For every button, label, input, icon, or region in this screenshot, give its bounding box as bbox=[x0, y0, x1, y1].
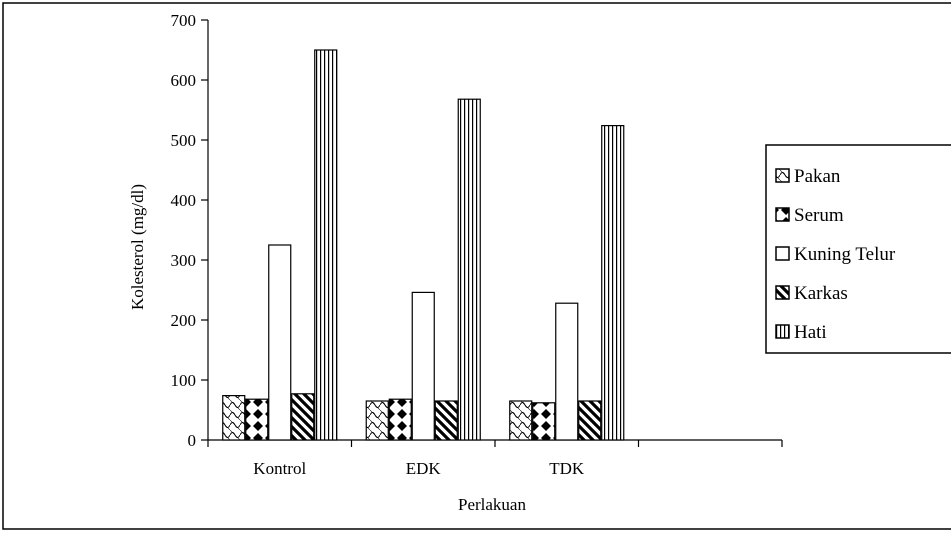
y-tick-label: 400 bbox=[171, 191, 197, 210]
y-axis-title: Kolesterol (mg/dl) bbox=[128, 184, 147, 310]
legend-swatch bbox=[775, 246, 790, 261]
bar-pakan bbox=[365, 400, 389, 441]
bar-kuning-telur bbox=[411, 291, 435, 441]
y-tick-label: 100 bbox=[171, 371, 197, 390]
y-tick-label: 200 bbox=[171, 311, 197, 330]
x-tick-label: Kontrol bbox=[253, 459, 306, 478]
legend-swatch bbox=[775, 207, 790, 222]
x-tick-label: TDK bbox=[549, 459, 585, 478]
bar-serum bbox=[245, 398, 269, 441]
legend-label: Karkas bbox=[794, 283, 848, 304]
y-tick-label: 0 bbox=[188, 431, 197, 450]
legend-label: Kuning Telur bbox=[794, 244, 896, 265]
bar-serum bbox=[388, 398, 412, 441]
x-tick-label: EDK bbox=[406, 459, 442, 478]
legend-swatch bbox=[775, 285, 790, 300]
bar-pakan bbox=[509, 400, 533, 441]
bar-serum bbox=[532, 402, 556, 441]
bar-karkas bbox=[291, 393, 315, 441]
bar-hati bbox=[457, 98, 481, 441]
legend-swatch bbox=[775, 324, 790, 339]
legend-label: Serum bbox=[794, 205, 844, 226]
bar-karkas bbox=[434, 400, 458, 441]
legend-label: Hati bbox=[794, 322, 827, 343]
x-axis-title: Perlakuan bbox=[458, 495, 526, 514]
y-tick-label: 300 bbox=[171, 251, 197, 270]
y-tick-label: 600 bbox=[171, 71, 197, 90]
y-tick-label: 700 bbox=[171, 11, 197, 30]
y-tick-label: 500 bbox=[171, 131, 197, 150]
bar-hati bbox=[601, 124, 625, 441]
bar-karkas bbox=[578, 400, 602, 441]
bar-kuning-telur bbox=[555, 302, 579, 441]
bar-kuning-telur bbox=[268, 244, 292, 441]
legend-box bbox=[765, 144, 951, 354]
bar-hati bbox=[314, 49, 338, 441]
legend-label: Pakan bbox=[794, 166, 841, 187]
bar-pakan bbox=[222, 395, 246, 441]
legend-swatch bbox=[775, 168, 790, 183]
